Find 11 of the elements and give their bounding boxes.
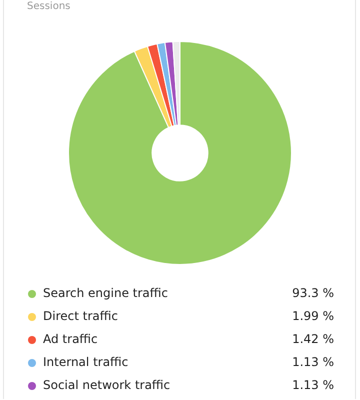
legend-label: Direct traffic xyxy=(43,308,118,324)
data-label: 1.13 % xyxy=(292,377,334,393)
data-label: 1.99 % xyxy=(292,308,334,324)
data-label: 1.13 % xyxy=(292,354,334,370)
chart-title: Sessions xyxy=(27,1,70,13)
legend-label: Search engine traffic xyxy=(43,285,168,301)
data-label: 93.3 % xyxy=(292,285,334,301)
legend-label: Social network traffic xyxy=(43,377,170,393)
data-label: 1.42 % xyxy=(292,331,334,347)
legend-label: Internal traffic xyxy=(43,354,128,370)
legend-label: Ad traffic xyxy=(43,331,98,347)
